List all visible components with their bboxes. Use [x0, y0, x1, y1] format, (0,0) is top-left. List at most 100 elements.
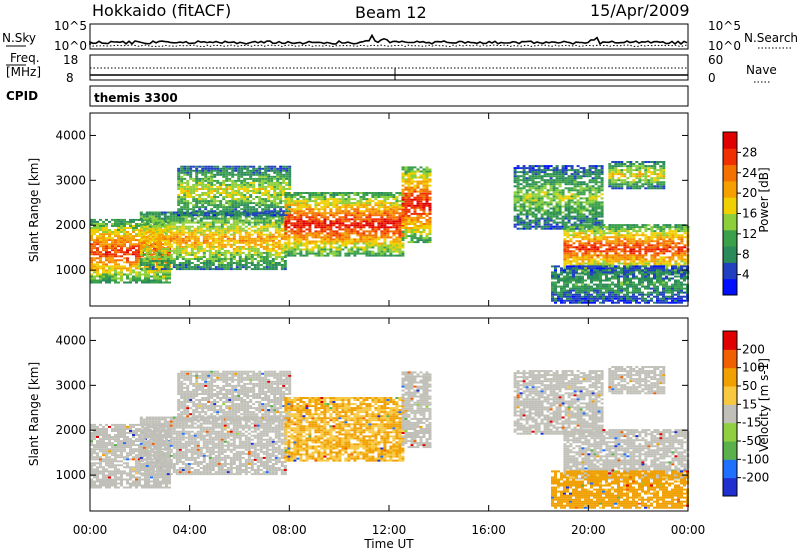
power-cell [170, 246, 173, 248]
power-cell [99, 229, 102, 231]
power-cell [371, 238, 374, 240]
power-cell [173, 220, 176, 222]
power-cell [411, 219, 414, 221]
power-cell [362, 192, 365, 194]
power-cell [577, 218, 580, 220]
power-cell [565, 177, 568, 179]
power-cell [389, 249, 392, 251]
power-cell [386, 210, 389, 212]
power-cell [209, 230, 212, 232]
power-cell [279, 194, 282, 196]
power-cell [592, 179, 595, 181]
power-cell [598, 195, 601, 197]
power-cell [96, 223, 99, 225]
power-cell [595, 197, 598, 199]
power-cell [267, 212, 270, 214]
power-cell [563, 254, 566, 256]
power-cell [269, 256, 272, 258]
power-cell [233, 258, 236, 260]
power-cell [569, 244, 572, 246]
power-cell [236, 240, 239, 242]
power-cell [335, 243, 338, 245]
power-cell [595, 171, 598, 173]
power-cell [158, 214, 161, 216]
power-cell [344, 243, 347, 245]
power-cell [411, 227, 414, 229]
power-cell [188, 236, 191, 238]
power-cell [562, 191, 565, 193]
power-cell [371, 228, 374, 230]
power-cell [341, 202, 344, 204]
power-cell [541, 208, 544, 210]
power-cell [565, 222, 568, 224]
power-cell [592, 187, 595, 189]
power-cell [275, 246, 278, 248]
power-cell [167, 264, 170, 266]
power-cell [566, 240, 569, 242]
power-cell [408, 221, 411, 223]
power-cell [326, 202, 329, 204]
power-cell [173, 232, 176, 234]
power-cell [535, 165, 538, 167]
power-cell [194, 252, 197, 254]
power-cell [180, 192, 183, 194]
power-cell [326, 228, 329, 230]
power-cell [344, 212, 347, 214]
power-cell [365, 198, 368, 200]
power-cell [270, 210, 273, 212]
power-cell [335, 210, 338, 212]
power-cell [258, 174, 261, 176]
power-cell [182, 250, 185, 252]
power-cell [565, 187, 568, 189]
power-cell [329, 224, 332, 226]
power-cell [228, 168, 231, 170]
power-cell [108, 251, 111, 253]
power-cell [233, 262, 236, 264]
power-cell [225, 212, 228, 214]
power-cell [371, 236, 374, 238]
power-cell [526, 210, 529, 212]
power-cell [595, 208, 598, 210]
power-cell [359, 236, 362, 238]
power-cell [258, 206, 261, 208]
power-cell [580, 185, 583, 187]
power-cell [161, 246, 164, 248]
power-cell [267, 166, 270, 168]
power-cell [575, 258, 578, 260]
power-cell [311, 236, 314, 238]
power-cell [335, 253, 338, 255]
power-cell [290, 247, 293, 249]
power-cell [120, 267, 123, 269]
power-cell [285, 172, 288, 174]
power-cell [589, 169, 592, 171]
power-cell [221, 214, 224, 216]
power-cell [601, 208, 604, 210]
power-cell [117, 227, 120, 229]
power-cell [278, 226, 281, 228]
power-cell [535, 228, 538, 230]
power-cell [213, 168, 216, 170]
power-cell [529, 201, 532, 203]
power-cell [284, 228, 287, 230]
power-cell [287, 236, 290, 238]
power-cell [535, 185, 538, 187]
power-cell [261, 172, 264, 174]
power-cell [411, 191, 414, 193]
power-cell [592, 177, 595, 179]
power-cell [578, 224, 581, 226]
power-cell [257, 240, 260, 242]
power-cell [569, 254, 572, 256]
power-cell [210, 202, 213, 204]
power-cell [350, 241, 353, 243]
power-cell [426, 185, 429, 187]
power-cell [311, 196, 314, 198]
power-cell [264, 204, 267, 206]
power-cell [108, 229, 111, 231]
power-cell [204, 214, 207, 216]
power-cell [335, 232, 338, 234]
power-cell [577, 220, 580, 222]
power-cell [383, 230, 386, 232]
power-cell [350, 243, 353, 245]
power-cell [276, 186, 279, 188]
power-cell [332, 198, 335, 200]
